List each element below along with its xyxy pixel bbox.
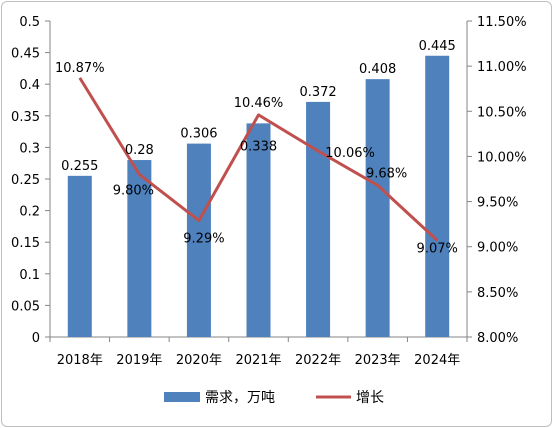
bar	[425, 55, 450, 337]
y-left-tick-label: 0.25	[11, 173, 40, 188]
x-tick-label: 2023年	[355, 353, 401, 368]
bar	[306, 101, 331, 338]
line-data-label: 10.06%	[325, 146, 375, 161]
y-left-tick-label: 0.15	[11, 236, 40, 251]
y-left-tick-label: 0.4	[19, 78, 40, 93]
legend-line-label: 增长	[356, 390, 384, 406]
y-right-tick-label: 11.50%	[477, 15, 527, 30]
bar-data-label: 0.408	[359, 62, 396, 77]
y-left-tick-label: 0.1	[19, 268, 40, 283]
line-data-label: 9.29%	[183, 232, 224, 247]
y-left-tick-label: 0.35	[11, 110, 40, 125]
y-left-tick-label: 0.2	[19, 205, 40, 220]
bar-data-label: 0.306	[180, 127, 217, 142]
y-right-tick-label: 10.50%	[477, 105, 527, 120]
legend-bar-label: 需求，万吨	[205, 390, 275, 406]
x-tick-label: 2021年	[235, 353, 281, 368]
legend-bar-swatch	[164, 392, 200, 402]
bar	[67, 175, 92, 337]
y-left-tick-label: 0	[32, 331, 40, 346]
data-labels-group: 0.255 0.28 0.306 0.338 0.372 0.408 0.445 10.87%…	[55, 39, 458, 257]
bar	[127, 160, 152, 337]
axes-group: 0 0.05 0.1 0.15 0.2 0.25 0.3 0.35 0.4 0.45 0.5 8.00…	[11, 15, 527, 368]
bar	[365, 79, 390, 338]
y-right-tick-label: 9.50%	[477, 196, 518, 211]
bars-group	[67, 55, 450, 338]
x-tick-label: 2018年	[57, 353, 103, 368]
bar-data-label: 0.28	[125, 143, 154, 158]
line-data-label: 10.87%	[55, 61, 105, 76]
y-right-tick-label: 10.00%	[477, 150, 527, 165]
x-tick-label: 2022年	[295, 353, 341, 368]
line-group	[78, 77, 439, 242]
x-tick-label: 2020年	[176, 353, 222, 368]
bar	[186, 143, 211, 337]
growth-line	[78, 77, 439, 242]
x-tick-label: 2019年	[116, 353, 162, 368]
legend: 需求，万吨 增长	[164, 390, 384, 406]
y-left-tick-label: 0.05	[11, 299, 40, 314]
line-data-label: 9.07%	[417, 241, 458, 256]
y-left-tick-label: 0.5	[19, 15, 40, 30]
bar-data-label: 0.255	[61, 159, 98, 174]
bar	[246, 123, 271, 337]
line-data-label: 9.68%	[366, 166, 407, 181]
y-left-tick-label: 0.3	[19, 141, 40, 156]
y-right-tick-label: 9.00%	[477, 241, 518, 256]
y-right-tick-label: 11.00%	[477, 60, 527, 75]
bar-data-label: 0.445	[419, 39, 456, 54]
bar-data-label: 0.338	[240, 139, 277, 154]
x-tick-label: 2024年	[414, 353, 460, 368]
y-left-tick-label: 0.45	[11, 47, 40, 62]
bar-data-label: 0.372	[299, 85, 336, 100]
line-data-label: 9.80%	[113, 183, 154, 198]
line-data-label: 10.46%	[234, 96, 284, 111]
y-right-tick-label: 8.50%	[477, 286, 518, 301]
y-right-tick-label: 8.00%	[477, 331, 518, 346]
